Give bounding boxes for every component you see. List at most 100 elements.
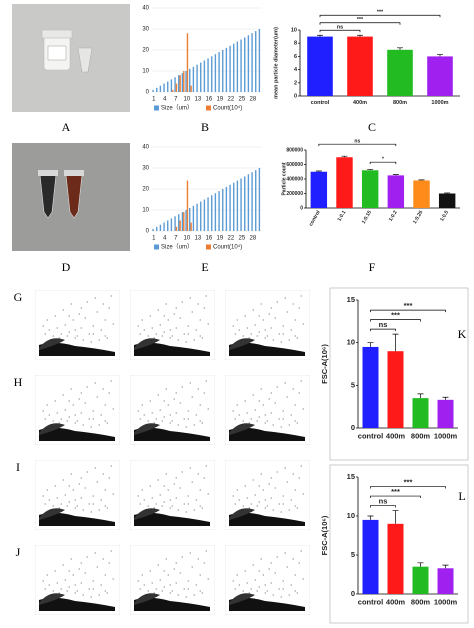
panel-frame [329, 464, 469, 624]
bar [255, 170, 257, 231]
bar [336, 157, 353, 208]
x-tick-label: 800m [411, 597, 431, 606]
bar [412, 398, 429, 428]
error-bar [367, 342, 374, 347]
bar [200, 62, 202, 92]
significance-label: *** [391, 310, 400, 319]
error-bar [417, 562, 424, 567]
panel-label: K [458, 327, 467, 341]
x-tick-label: 400m [353, 100, 367, 106]
significance-label: ns [379, 320, 388, 329]
bar [192, 205, 195, 231]
panel-label: C [368, 120, 376, 134]
significance-label: *** [404, 477, 413, 486]
error-bar [397, 47, 403, 50]
y-axis-label: FSC-A(10⁶) [320, 344, 329, 384]
bar [174, 216, 176, 231]
photo-d [12, 143, 130, 251]
bar [196, 64, 198, 92]
x-tick-label: 800m [393, 100, 407, 106]
bar [186, 180, 189, 231]
bar [387, 351, 404, 428]
bar [181, 73, 184, 92]
significance-bracket [370, 328, 396, 332]
bar [255, 31, 257, 93]
bar [413, 180, 430, 208]
panel-label: A [62, 120, 71, 134]
bar [152, 89, 154, 92]
x-tick-label: 1000m [434, 597, 458, 606]
bar [174, 77, 176, 92]
x-tick-label: 25 [238, 97, 245, 103]
panel-frame [329, 287, 469, 461]
legend-swatch [206, 105, 211, 111]
error-bar [392, 174, 399, 176]
bar [181, 212, 184, 231]
bar [361, 170, 379, 208]
y-tick-label: 20 [142, 187, 149, 193]
bar [437, 399, 454, 428]
y-tick-label: 10 [347, 511, 355, 520]
bar [258, 168, 261, 231]
y-axis-label: FSC-A(10⁶) [320, 515, 329, 555]
bar [427, 56, 453, 96]
x-tick-label: 22 [227, 97, 234, 103]
bar [167, 81, 169, 92]
significance-label: * [382, 157, 384, 163]
x-tick-label: 400m [386, 597, 406, 606]
error-bar [317, 34, 323, 37]
bar [190, 222, 192, 231]
x-tick-label: control [358, 431, 383, 440]
y-tick-label: 0 [300, 205, 303, 211]
bar [152, 228, 154, 231]
y-tick-label: 20 [142, 48, 149, 54]
significance-bracket [370, 486, 446, 489]
legend-swatch [154, 244, 159, 250]
x-tick-label: 1:0.5 [439, 209, 450, 222]
bar [185, 71, 187, 92]
y-tick-label: 10 [142, 69, 149, 75]
y-tick-label: 2 [294, 80, 297, 86]
y-axis-label: Particle count [281, 162, 287, 195]
bar [247, 174, 250, 231]
error-bar [437, 54, 443, 57]
bar [387, 49, 413, 96]
bar [163, 222, 165, 231]
error-bar [367, 169, 374, 171]
legend-swatch [154, 105, 159, 111]
x-tick-label: 800m [411, 431, 431, 440]
x-tick-label: 1:0.1 [336, 209, 347, 222]
significance-label: *** [404, 301, 413, 310]
x-tick-label: 1 [152, 236, 156, 242]
bar [362, 519, 379, 594]
y-tick-label: 6 [294, 54, 297, 60]
y-tick-label: 15 [347, 295, 355, 304]
bar [438, 193, 456, 208]
y-tick-label: 600000 [286, 162, 303, 168]
x-tick-label: 25 [238, 236, 245, 242]
bar [207, 197, 209, 231]
x-tick-label: 1000m [434, 431, 458, 440]
panel-label: I [16, 460, 20, 474]
y-tick-label: 40 [142, 145, 149, 151]
error-bar [341, 155, 348, 158]
error-bar [392, 333, 399, 352]
x-tick-label: 400m [386, 431, 406, 440]
bar [183, 212, 185, 231]
y-tick-label: 0 [351, 423, 355, 432]
x-tick-label: 10 [183, 97, 190, 103]
panel-label: L [458, 489, 465, 503]
bar [347, 36, 373, 96]
legend-swatch [206, 244, 211, 250]
bar [412, 566, 429, 594]
bar [178, 75, 180, 92]
bar [251, 33, 253, 92]
significance-label: *** [391, 487, 400, 496]
bar [178, 214, 180, 231]
x-tick-label: 28 [249, 236, 256, 242]
legend-label: Count(10⁴) [213, 244, 242, 251]
error-bar [367, 515, 374, 520]
bar [203, 199, 206, 231]
bar [437, 568, 454, 594]
bar [240, 178, 242, 231]
